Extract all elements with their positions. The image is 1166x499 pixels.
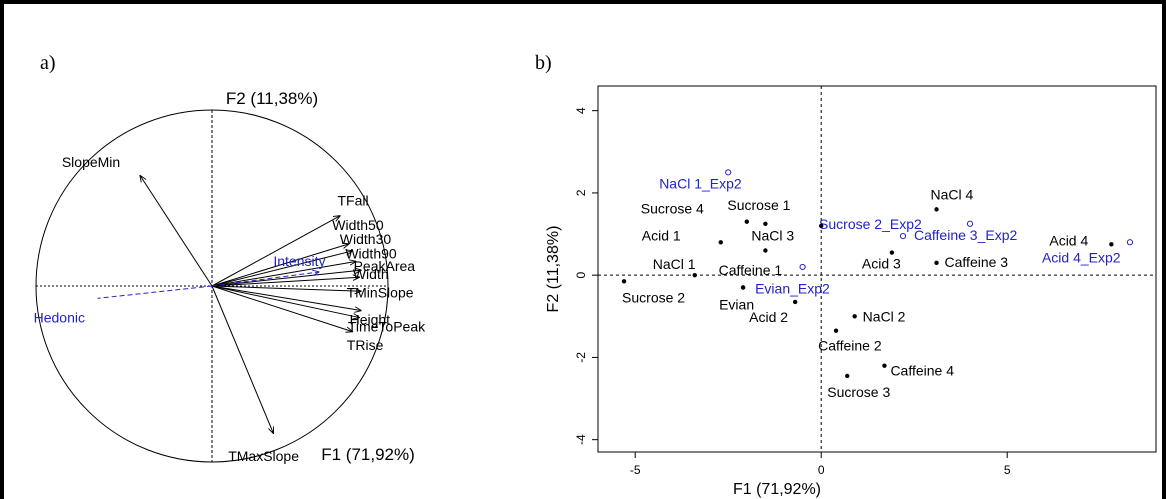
point-label-acid-1: Acid 1 — [642, 227, 681, 243]
point-evian — [740, 285, 746, 290]
y-tick-label: 2 — [574, 189, 588, 196]
point-label-nacl-2: NaCl 2 — [863, 308, 906, 324]
point-label-acid-4-exp2: Acid 4_Exp2 — [1042, 249, 1121, 265]
plot-area-border — [597, 85, 1157, 453]
variable-label-slopemin: SlopeMin — [62, 154, 120, 170]
arrow-trise — [211, 285, 353, 332]
point-unlabeled — [819, 223, 824, 229]
arrow-width50 — [211, 244, 349, 287]
point-label-caffeine-2: Caffeine 2 — [818, 338, 882, 354]
arrow-width30 — [211, 251, 353, 287]
point-label-acid-3: Acid 3 — [862, 256, 901, 272]
point-acid-4-exp2 — [1126, 239, 1134, 246]
point-sucrose-2 — [621, 279, 627, 284]
point-acid-4 — [1109, 242, 1114, 247]
y-axis-label: F2 (11,38%) — [226, 89, 318, 108]
point-label-evian-exp2: Evian_Exp2 — [755, 281, 830, 297]
point-label-sucrose-3: Sucrose 3 — [827, 384, 890, 400]
point-label-nacl-3: NaCl 3 — [751, 227, 794, 243]
y-axis-label: F2 (11,38%) — [545, 226, 562, 313]
arrow-width — [211, 277, 360, 287]
point-caffeine-3 — [934, 260, 939, 266]
y-tick-label: 4 — [574, 107, 588, 114]
point-label-caffeine-1: Caffeine 1 — [719, 262, 783, 278]
point-sucrose-1 — [763, 221, 768, 226]
point-label-acid-2: Acid 2 — [749, 309, 788, 325]
point-label-nacl-1: NaCl 1 — [653, 256, 696, 272]
variable-label-tminslope: TMinSlope — [347, 284, 414, 300]
x-axis-label: F1 (71,92%) — [321, 445, 415, 464]
point-nacl-4 — [934, 207, 939, 212]
point-sucrose-2-exp2 — [899, 233, 907, 240]
arrow-timetopeak — [211, 285, 360, 318]
variable-label-peakarea: PeakArea — [354, 258, 416, 274]
arrow-width90 — [211, 261, 356, 287]
point-label-caffeine-3-exp2: Caffeine 3_Exp2 — [914, 227, 1017, 243]
x-tick-label: -5 — [630, 463, 641, 477]
point-label-acid-4: Acid 4 — [1049, 232, 1088, 248]
point-label-sucrose-2: Sucrose 2 — [622, 289, 685, 305]
x-tick-label: 5 — [1004, 463, 1011, 477]
arrow-tminslope — [211, 285, 362, 291]
y-tick-label: 0 — [574, 272, 588, 279]
variable-label-hedonic: Hedonic — [34, 309, 85, 325]
arrow-peakarea — [211, 270, 362, 287]
point-nacl-3 — [763, 248, 768, 253]
variable-label-intensity: Intensity — [273, 253, 325, 269]
arrow-slopemin — [140, 175, 213, 287]
point-caffeine-2 — [833, 328, 839, 333]
variable-label-tmaxslope: TMaxSlope — [228, 448, 299, 464]
panel-b-letter: b) — [535, 52, 552, 74]
point-sucrose-3 — [845, 373, 850, 379]
variable-label-tfall: TFall — [337, 193, 368, 209]
variable-label-trise: TRise — [347, 337, 384, 353]
point-label-caffeine-4: Caffeine 4 — [890, 363, 954, 379]
y-tick-label: -4 — [574, 434, 588, 445]
variable-label-width: Width — [353, 266, 389, 282]
point-caffeine-1 — [799, 263, 806, 271]
point-label-sucrose-4: Sucrose 4 — [641, 201, 704, 217]
point-caffeine-4 — [882, 363, 887, 368]
variable-label-width50: Width50 — [332, 217, 384, 233]
point-acid-2 — [792, 299, 798, 305]
point-nacl-1-exp2 — [725, 169, 732, 176]
point-label-nacl-1-exp2: NaCl 1_Exp2 — [659, 175, 742, 191]
panel-a-letter: a) — [40, 52, 56, 74]
point-acid-1 — [718, 240, 723, 245]
arrow-intensity — [211, 272, 319, 287]
variable-label-width30: Width30 — [340, 231, 392, 247]
point-sucrose-4 — [744, 219, 749, 224]
point-label-nacl-4: NaCl 4 — [931, 186, 974, 202]
point-acid-3 — [889, 250, 895, 255]
variable-label-width90: Width90 — [345, 245, 397, 261]
point-label-sucrose-2-exp2: Sucrose 2_Exp2 — [819, 216, 922, 232]
point-caffeine-3-exp2 — [966, 220, 974, 227]
arrow-height — [211, 285, 362, 311]
point-nacl-2 — [852, 314, 857, 319]
point-label-caffeine-3: Caffeine 3 — [945, 254, 1009, 270]
arrow-tmaxslope — [211, 285, 274, 434]
x-tick-label: 0 — [818, 463, 825, 477]
x-axis-label: F1 (71,92%) — [733, 481, 821, 498]
point-label-evian: Evian — [719, 297, 754, 313]
arrow-tfall — [211, 216, 340, 287]
y-tick-label: -2 — [574, 352, 588, 363]
point-nacl-1 — [692, 272, 697, 278]
arrow-hedonic — [97, 285, 213, 299]
point-label-sucrose-1: Sucrose 1 — [727, 197, 790, 213]
variable-label-timetopeak: TimeToPeak — [348, 319, 426, 335]
